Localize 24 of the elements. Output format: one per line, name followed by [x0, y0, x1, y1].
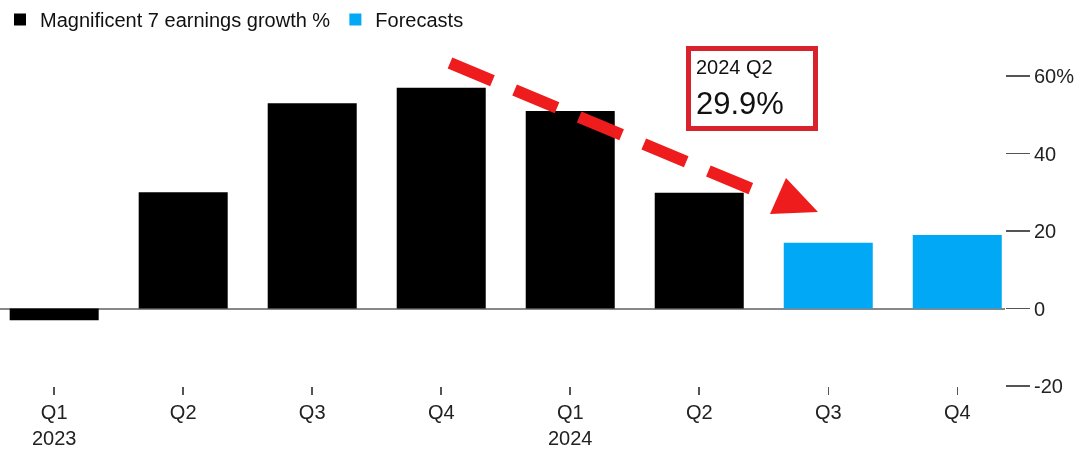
x-tick-label: Q3	[814, 401, 842, 423]
y-tick-label: 0	[1034, 297, 1046, 320]
legend-label: Forecasts	[375, 9, 464, 32]
x-tick-label: Q4	[943, 401, 971, 423]
bar	[9, 308, 99, 321]
bar	[396, 87, 486, 309]
x-tick-label: Q2	[685, 401, 713, 423]
bar	[912, 234, 1002, 309]
bar	[783, 242, 873, 309]
y-tick-label: 20	[1034, 220, 1057, 242]
bar	[138, 192, 228, 309]
x-tick-label: Q1 2024	[547, 401, 593, 449]
x-tick-label: Q2	[169, 401, 197, 423]
x-tick-label: Q1 2023	[31, 401, 77, 449]
bar	[267, 103, 357, 309]
x-tick-label: Q4	[427, 401, 455, 423]
y-tick-label: -20	[1034, 375, 1063, 397]
legend-label: Magnificent 7 earnings growth %	[40, 9, 331, 32]
y-tick-label: 60%	[1034, 65, 1075, 87]
bar	[525, 110, 615, 309]
x-tick-label: Q3	[298, 401, 326, 423]
bar	[654, 192, 744, 309]
annotation: 2024 Q2 29.9%	[696, 56, 784, 122]
y-tick-label: 40	[1034, 142, 1057, 165]
